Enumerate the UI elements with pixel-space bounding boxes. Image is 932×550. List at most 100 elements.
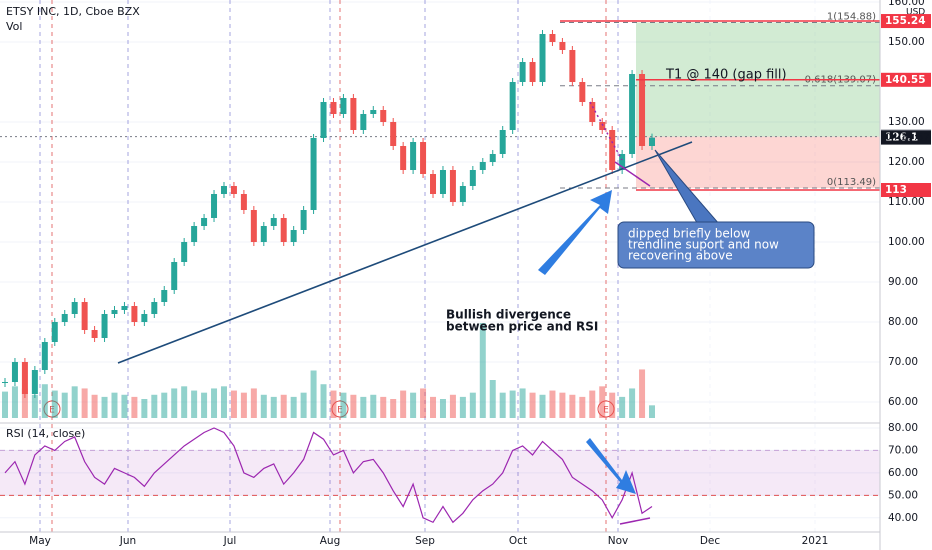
y-tick-label: 130.00 [888,116,925,128]
volume-bar [310,370,317,418]
annotation: Bullish divergence [446,308,571,322]
candle [360,114,367,130]
volume-bar [390,399,397,418]
price-tag [881,183,931,197]
divergence-line [614,161,651,187]
rsi-tick-label: 50.00 [888,489,918,501]
y-tick-label: 80.00 [888,316,918,328]
volume-bar [489,380,496,418]
y-tick-label: 110.00 [888,196,925,208]
candle [51,322,58,342]
rsi-tick-label: 70.00 [888,444,918,456]
x-tick-label: Jun [119,535,136,547]
candle [519,62,526,82]
callout-text: trendline suport and now [628,238,779,252]
volume-bar [201,392,208,418]
candle [449,170,456,202]
volume-bar [91,394,98,418]
volume-bar [41,384,48,418]
candle [181,242,188,262]
candle [161,290,168,302]
rsi-line [4,427,653,524]
volume-bar [81,388,88,418]
candle [390,122,397,146]
candle [499,130,506,154]
volume-bar [569,394,576,418]
volume-bar [151,394,158,418]
volume-bar [121,394,128,418]
candle [280,218,287,242]
volume-bar [360,396,367,418]
candle [91,330,98,338]
candle [230,186,237,194]
candle [629,74,636,154]
rsi-band [0,450,880,496]
price-tag-label: 140.55 [885,74,926,86]
rsi-label: RSI (14, close) [6,427,85,440]
rsi-tick-label: 60.00 [888,467,918,479]
x-tick-label: Jul [223,535,237,547]
volume-bar [589,390,596,418]
volume-bar [330,390,337,418]
candle [171,262,178,290]
volume-bar [111,392,118,418]
volume-bar [11,386,18,418]
candle [191,226,198,242]
volume-bar [31,394,38,418]
volume-bar [619,396,626,418]
candle [609,130,616,170]
price-tag [881,72,931,87]
y-tick-label: 90.00 [888,276,918,288]
candle [619,154,626,170]
volume-bar [449,394,456,418]
volume-bar [21,388,28,418]
volume-bar [559,392,566,418]
candle [330,102,337,114]
candle [589,102,596,122]
candle [250,210,257,242]
candle [639,74,646,146]
volume-bar [2,391,8,418]
candle [420,142,427,174]
candle [2,382,8,383]
volume-bar [370,394,377,418]
volume-bar [230,390,237,418]
candle [599,122,606,130]
candle [380,110,387,122]
candle [310,138,317,210]
candle [131,306,138,322]
y-tick-label: 60.00 [888,396,918,408]
candle [270,218,277,226]
price-tag-label: 113 [885,184,907,196]
volume-bar [71,386,78,418]
volume-bar [141,399,148,418]
y-tick-label: 70.00 [888,356,918,368]
volume-bar [380,396,387,418]
axes: 60.00 70.00 80.00 90.00 100.00 110.00 120.00 13… [29,0,931,547]
candle [101,314,108,338]
volume-bar [549,390,556,418]
candle [539,34,546,82]
volume-bar [439,399,446,418]
candle [121,306,128,310]
callout [617,221,815,269]
volume-bar [350,394,357,418]
candle [41,342,48,370]
volume-bar [599,386,606,418]
arrow [538,190,612,275]
arrow [586,438,636,494]
candle [340,98,347,114]
candle [579,82,586,102]
volume-bar [240,392,247,418]
candle [320,102,327,138]
candle [559,42,566,50]
countdown: 04:39:57 [885,132,930,143]
candle [71,302,78,314]
candle [211,194,218,218]
volume-bar [101,396,108,418]
candle [469,170,476,186]
candle [439,170,446,194]
fib-label: 1(154.88) [827,11,876,22]
